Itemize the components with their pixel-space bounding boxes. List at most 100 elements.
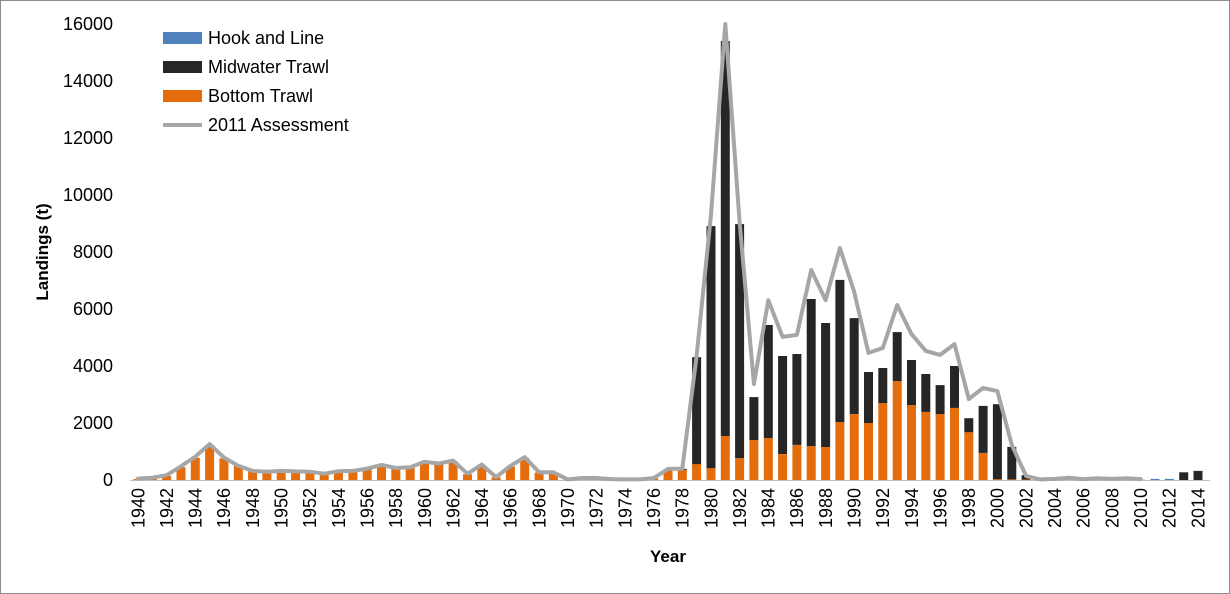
bar-bottom-trawl-1955 bbox=[348, 471, 358, 480]
point-2011-assessment-1952 bbox=[308, 470, 312, 474]
point-2011-assessment-1945 bbox=[208, 442, 212, 446]
bar-bottom-trawl-1956 bbox=[362, 469, 372, 480]
point-2011-assessment-1992 bbox=[881, 346, 885, 350]
bar-midwater-trawl-1979 bbox=[692, 357, 702, 465]
point-2011-assessment-1977 bbox=[666, 467, 670, 471]
x-tick-label: 1962 bbox=[443, 488, 463, 528]
point-2011-assessment-1976 bbox=[652, 476, 656, 480]
x-tick-label: 1974 bbox=[615, 488, 635, 528]
line-series-group bbox=[136, 22, 1143, 482]
bar-bottom-trawl-1969 bbox=[548, 472, 558, 480]
bar-bottom-trawl-1964 bbox=[477, 465, 487, 480]
bar-midwater-trawl-1988 bbox=[821, 323, 831, 447]
point-2011-assessment-1964 bbox=[480, 463, 484, 467]
point-2011-assessment-1942 bbox=[165, 473, 169, 477]
bar-bottom-trawl-1994 bbox=[907, 405, 916, 480]
point-2011-assessment-1955 bbox=[351, 469, 355, 473]
bar-bottom-trawl-1947 bbox=[233, 466, 243, 480]
point-2011-assessment-1946 bbox=[222, 456, 226, 459]
point-2011-assessment-1969 bbox=[551, 470, 555, 474]
bar-bottom-trawl-1966 bbox=[505, 466, 515, 480]
bar-bottom-trawl-1985 bbox=[778, 454, 788, 480]
point-2011-assessment-1979 bbox=[695, 354, 699, 358]
bar-bottom-trawl-1997 bbox=[950, 407, 959, 480]
x-tick-label: 1984 bbox=[759, 488, 779, 528]
point-2011-assessment-1996 bbox=[938, 353, 942, 357]
point-2011-assessment-1971 bbox=[580, 476, 584, 480]
point-2011-assessment-1962 bbox=[451, 459, 455, 463]
y-tick-label: 8000 bbox=[73, 242, 113, 262]
point-2011-assessment-2002 bbox=[1024, 474, 1028, 478]
point-2011-assessment-1953 bbox=[322, 472, 326, 476]
point-2011-assessment-2006 bbox=[1081, 477, 1085, 481]
bar-bottom-trawl-1953 bbox=[319, 474, 329, 480]
point-2011-assessment-1990 bbox=[852, 290, 856, 294]
bar-bottom-trawl-1959 bbox=[405, 468, 415, 480]
point-2011-assessment-2004 bbox=[1053, 477, 1057, 481]
point-2011-assessment-1967 bbox=[523, 455, 527, 459]
point-2011-assessment-1960 bbox=[423, 460, 426, 464]
bar-midwater-trawl-2000 bbox=[992, 404, 1002, 480]
y-axis-ticks: 0 2000 4000 6000 8000 10000 12000 14000 16000 bbox=[63, 14, 113, 490]
x-tick-label: 2006 bbox=[1074, 488, 1094, 528]
legend-swatch-midwater-trawl bbox=[163, 61, 202, 73]
x-tick-label: 2014 bbox=[1188, 488, 1208, 528]
point-2011-assessment-1984 bbox=[766, 298, 770, 302]
point-2011-assessment-1978 bbox=[680, 467, 684, 471]
bar-midwater-trawl-1986 bbox=[792, 354, 802, 445]
point-2011-assessment-1963 bbox=[466, 472, 469, 476]
x-tick-label: 2010 bbox=[1131, 488, 1151, 528]
y-axis-title: Landings (t) bbox=[33, 203, 52, 300]
point-2011-assessment-1974 bbox=[623, 477, 627, 481]
bar-bottom-trawl-1987 bbox=[806, 446, 816, 480]
bar-midwater-trawl-1994 bbox=[907, 360, 916, 405]
point-2011-assessment-1975 bbox=[637, 477, 641, 481]
point-2011-assessment-1950 bbox=[279, 469, 283, 473]
bar-midwater-trawl-1992 bbox=[878, 368, 888, 404]
x-tick-label: 1980 bbox=[701, 488, 721, 528]
point-2011-assessment-1986 bbox=[795, 333, 799, 337]
bar-hook-and-line-2012 bbox=[1164, 478, 1174, 480]
bar-bottom-trawl-1990 bbox=[849, 414, 859, 480]
x-tick-label: 1956 bbox=[358, 488, 378, 528]
point-2011-assessment-2000 bbox=[995, 389, 999, 393]
point-2011-assessment-1944 bbox=[193, 455, 197, 459]
bar-bottom-trawl-1942 bbox=[162, 476, 172, 480]
point-2011-assessment-1956 bbox=[365, 467, 369, 471]
bar-midwater-trawl-1981 bbox=[720, 41, 730, 437]
bar-midwater-trawl-1995 bbox=[921, 374, 931, 412]
x-tick-label: 2012 bbox=[1160, 488, 1180, 528]
bar-bottom-trawl-1978 bbox=[677, 469, 687, 480]
x-tick-label: 2008 bbox=[1102, 488, 1122, 528]
x-tick-label: 2000 bbox=[988, 488, 1008, 528]
point-2011-assessment-1959 bbox=[408, 465, 412, 469]
x-tick-label: 1972 bbox=[587, 488, 607, 528]
x-tick-label: 1996 bbox=[930, 488, 950, 528]
point-2011-assessment-1965 bbox=[494, 475, 498, 479]
bar-bottom-trawl-1999 bbox=[978, 452, 988, 480]
bar-midwater-trawl-1993 bbox=[892, 332, 902, 382]
bar-midwater-trawl-1985 bbox=[778, 356, 788, 454]
bar-midwater-trawl-2014 bbox=[1193, 470, 1203, 480]
point-2011-assessment-1987 bbox=[809, 268, 813, 272]
bars-group bbox=[133, 41, 1203, 481]
point-2011-assessment-2010 bbox=[1139, 477, 1143, 481]
x-tick-label: 1952 bbox=[300, 488, 320, 528]
x-tick-label: 1970 bbox=[558, 488, 578, 528]
bar-bottom-trawl-1995 bbox=[921, 411, 931, 480]
bar-bottom-trawl-1983 bbox=[749, 440, 759, 480]
bar-midwater-trawl-2013 bbox=[1179, 472, 1189, 480]
bar-midwater-trawl-1980 bbox=[706, 226, 716, 469]
point-2011-assessment-1983 bbox=[752, 382, 756, 386]
bar-bottom-trawl-1967 bbox=[520, 458, 530, 480]
point-2011-assessment-1940 bbox=[136, 477, 140, 481]
x-tick-label: 1944 bbox=[186, 488, 206, 528]
x-tick-label: 1966 bbox=[501, 488, 521, 528]
point-2011-assessment-1973 bbox=[609, 477, 613, 481]
legend-swatch-hook-and-line bbox=[163, 32, 202, 44]
x-tick-label: 1986 bbox=[787, 488, 807, 528]
x-tick-label: 2004 bbox=[1045, 488, 1065, 528]
point-2011-assessment-1968 bbox=[537, 470, 541, 474]
bar-bottom-trawl-1968 bbox=[534, 472, 544, 480]
